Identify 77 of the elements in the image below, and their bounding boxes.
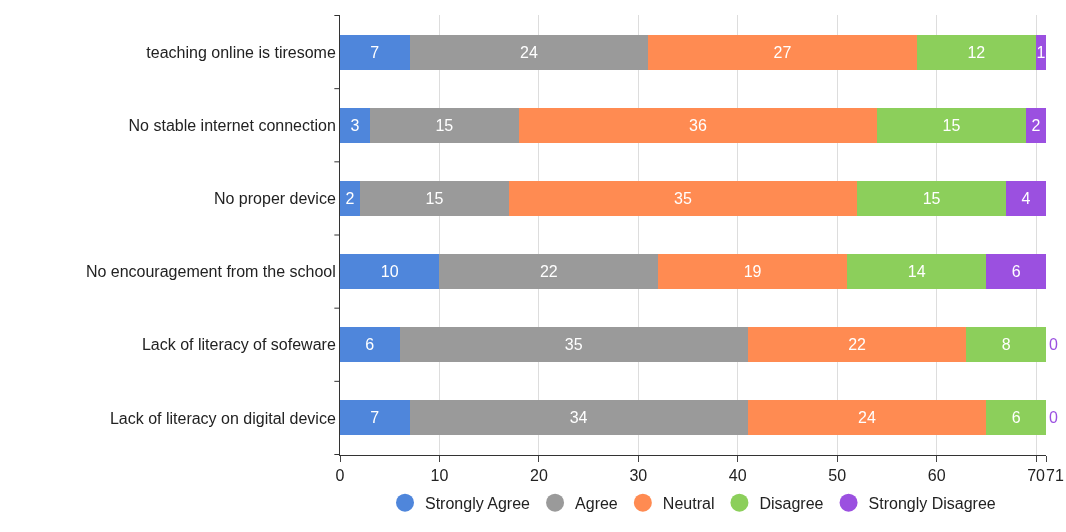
data-label: 35 xyxy=(564,336,583,354)
bar xyxy=(658,254,848,290)
legend-label: Disagree xyxy=(759,494,824,512)
data-label: 36 xyxy=(689,116,707,134)
data-label: 0 xyxy=(1049,409,1058,427)
bar xyxy=(439,254,659,290)
legend-label: Agree xyxy=(575,494,618,512)
data-label: 2 xyxy=(345,189,355,207)
bar xyxy=(340,107,370,143)
bar xyxy=(340,254,440,290)
data-label: 8 xyxy=(1001,336,1011,354)
x-tick-label: 20 xyxy=(529,467,548,485)
bar xyxy=(340,34,410,70)
data-label: 15 xyxy=(425,189,444,207)
bar xyxy=(340,180,360,216)
bar xyxy=(399,327,748,363)
bar xyxy=(369,107,519,143)
y-tick-label: Lack of literacy on digital device xyxy=(109,409,336,427)
x-tick-label: 10 xyxy=(430,467,449,485)
data-label: 22 xyxy=(539,263,558,281)
bar xyxy=(359,180,510,216)
legend-label: Strongly Disagree xyxy=(868,494,996,512)
bar xyxy=(1006,180,1046,216)
data-label: 15 xyxy=(922,189,941,207)
y-tick-label: No stable internet connection xyxy=(128,116,336,134)
x-tick-label: 0 xyxy=(335,467,345,485)
legend-label: Strongly Agree xyxy=(425,494,531,512)
bar xyxy=(340,327,400,363)
data-label: 35 xyxy=(674,189,692,207)
bar xyxy=(986,400,1046,436)
bar xyxy=(409,34,649,70)
bar xyxy=(916,34,1037,70)
bar xyxy=(747,327,967,363)
bar xyxy=(857,180,1007,216)
bar xyxy=(648,34,917,70)
data-label: 24 xyxy=(858,409,876,427)
data-label: 7 xyxy=(370,409,380,427)
data-label: 7 xyxy=(370,43,380,61)
bar xyxy=(340,400,410,436)
data-label: 10 xyxy=(380,263,399,281)
data-label: 1 xyxy=(1036,43,1046,61)
x-tick-label: 40 xyxy=(728,467,747,485)
data-label: 4 xyxy=(1021,189,1031,207)
y-tick-label: teaching online is tiresome xyxy=(146,43,336,61)
data-label: 12 xyxy=(967,43,986,61)
bar xyxy=(409,400,748,436)
bar xyxy=(509,180,858,216)
data-label: 0 xyxy=(1049,336,1058,354)
data-label: 34 xyxy=(569,409,588,427)
data-label: 22 xyxy=(848,336,867,354)
x-tick-label: 60 xyxy=(927,467,946,485)
x-tick-label: 30 xyxy=(629,467,648,485)
data-label: 2 xyxy=(1031,116,1041,134)
data-label: 19 xyxy=(743,263,762,281)
y-tick-label: No proper device xyxy=(213,190,336,208)
bar xyxy=(876,107,1027,143)
bar xyxy=(1026,107,1046,143)
x-tick-label: 50 xyxy=(828,467,847,485)
legend-label: Neutral xyxy=(662,494,715,512)
data-label: 24 xyxy=(519,43,538,61)
x-tick-label: 71 xyxy=(1046,467,1064,485)
bar xyxy=(966,327,1046,363)
bar xyxy=(986,254,1046,290)
data-label: 27 xyxy=(773,43,792,61)
data-label: 15 xyxy=(942,116,961,134)
bar xyxy=(518,107,877,143)
data-label: 6 xyxy=(1011,409,1021,427)
data-label: 6 xyxy=(1011,263,1021,281)
y-tick-label: No encouragement from the school xyxy=(85,263,336,281)
bar xyxy=(847,254,987,290)
bar xyxy=(747,400,987,436)
data-label: 15 xyxy=(435,116,454,134)
data-label: 6 xyxy=(365,336,375,354)
y-tick-label: Lack of literacy of sofeware xyxy=(141,336,336,354)
x-tick-label: 70 xyxy=(1027,467,1046,485)
data-label: 3 xyxy=(350,116,360,134)
data-label: 14 xyxy=(907,263,926,281)
